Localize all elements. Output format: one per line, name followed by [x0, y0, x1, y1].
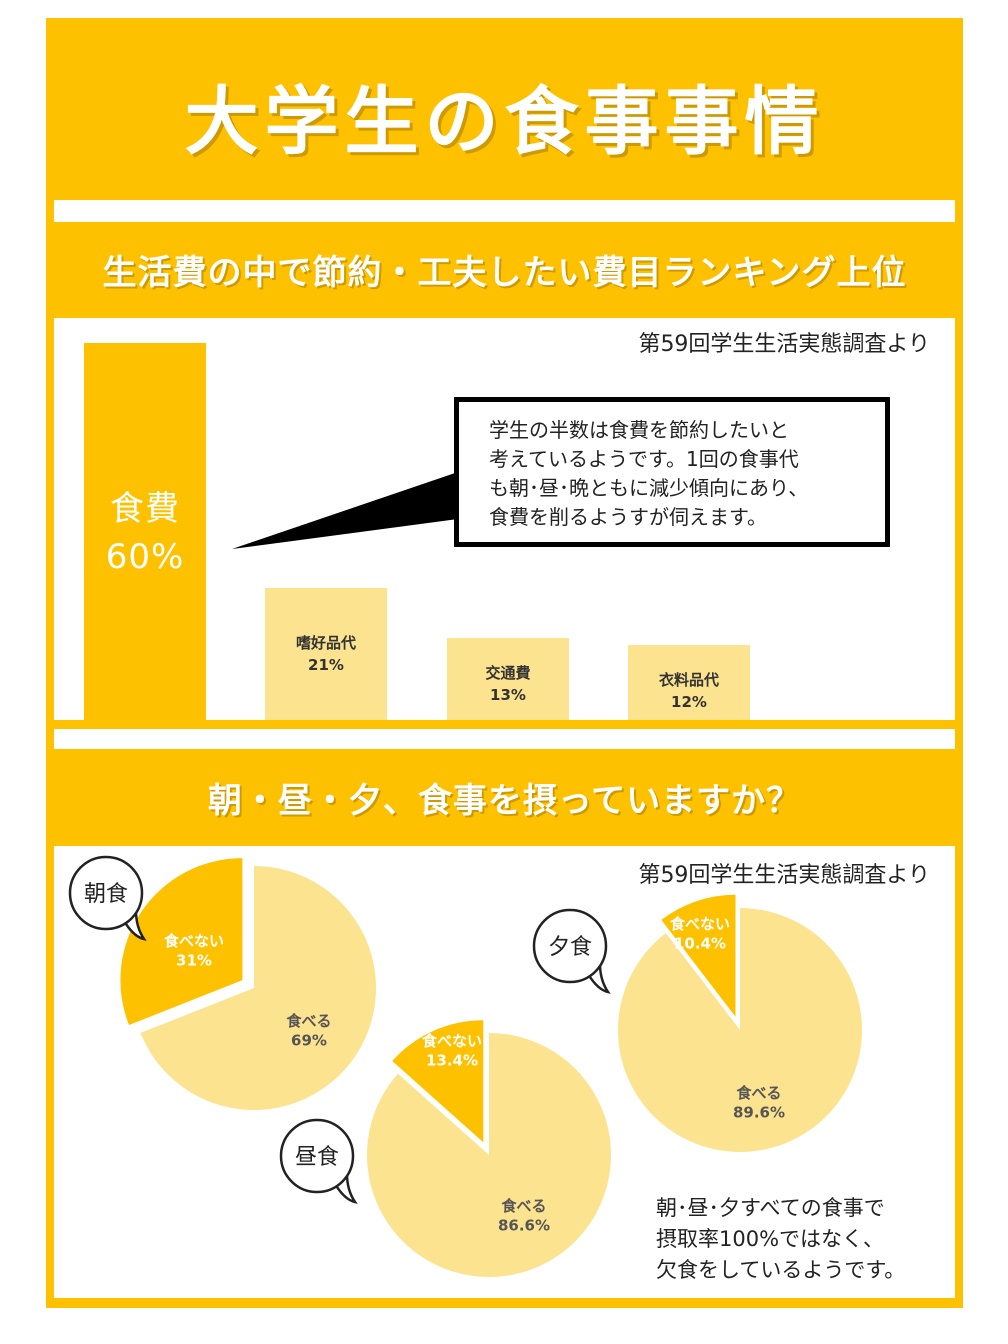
speech-bubble	[279, 1118, 355, 1194]
section2-heading: 朝・昼・夕、食事を摂っていますか？	[207, 781, 802, 821]
page-title: 大学生の食事事情	[184, 79, 825, 165]
pie-slice-major	[140, 866, 377, 1110]
callout-line: 考えているようです。1回の食事代	[489, 447, 799, 471]
speech-bubble	[68, 855, 144, 931]
pie-slice-minor	[392, 1020, 484, 1143]
bar-label-0: 食費 60%	[84, 485, 206, 581]
pie-label-major: 食べる 89.6%	[733, 1084, 785, 1122]
pie-slice-major	[366, 1033, 611, 1277]
bar-label-2: 交通費 13%	[447, 662, 569, 706]
pie-label-minor: 食べない 31%	[164, 932, 224, 970]
section2-divider	[54, 729, 955, 749]
section2-source: 第59回学生生活実態調査より	[638, 863, 930, 888]
pie-label-minor: 食べない 13.4%	[422, 1032, 482, 1070]
pie-label-minor: 食べない 10.4%	[670, 915, 730, 953]
bar-value-label: 13%	[490, 686, 526, 705]
bar-category-label: 食費	[110, 489, 180, 529]
summary-note-line: 欠食をしているようです。	[656, 1258, 906, 1282]
bar-label-1: 嗜好品代 21%	[265, 632, 387, 676]
bar-category-label: 嗜好品代	[295, 634, 356, 653]
bar-label-3: 衣料品代 12%	[628, 669, 750, 713]
pie-title: 夕食	[548, 935, 592, 960]
bar-category-label: 交通費	[485, 664, 531, 683]
pie-label-major: 食べる 86.6%	[498, 1197, 550, 1235]
bar-value-label: 21%	[308, 656, 344, 675]
bar-category-label: 衣料品代	[658, 670, 719, 689]
callout-line: 学生の半数は食費を節約したいと	[489, 418, 789, 442]
bar-value-label: 60%	[105, 537, 185, 577]
bar-1	[265, 588, 387, 720]
pie-label-major: 食べる 69%	[286, 1012, 331, 1050]
callout-pointer	[232, 472, 458, 549]
summary-note-line: 朝･昼･夕すべての食事で	[656, 1196, 885, 1220]
callout-line: 食費を削るようすが伺えます。	[489, 505, 767, 529]
pie-slice-minor	[120, 858, 243, 1026]
summary-note: 朝･昼･夕すべての食事で 摂取率100%ではなく、 欠食をしているようです。	[656, 1193, 905, 1286]
section1-source: 第59回学生生活実態調査より	[638, 332, 930, 357]
bar-2	[447, 638, 569, 720]
bar-3	[628, 644, 750, 720]
callout-box: 学生の半数は食費を節約したいと 考えているようです。1回の食事代 も朝･昼･晩と…	[454, 397, 890, 547]
summary-note-line: 摂取率100%ではなく、	[656, 1227, 885, 1251]
callout-line: も朝･昼･晩ともに減少傾向にあり、	[489, 476, 809, 500]
pie-title: 朝食	[84, 882, 128, 907]
pie-slice-minor	[661, 894, 736, 1017]
bar-0	[84, 343, 206, 720]
speech-bubble	[532, 908, 608, 984]
pie-title: 昼食	[295, 1145, 339, 1170]
pie-slice-major	[617, 908, 862, 1153]
section1-heading: 生活費の中で節約・工夫したい費目ランキング上位	[102, 253, 907, 293]
section1-divider	[54, 200, 955, 222]
bar-value-label: 12%	[671, 692, 707, 711]
